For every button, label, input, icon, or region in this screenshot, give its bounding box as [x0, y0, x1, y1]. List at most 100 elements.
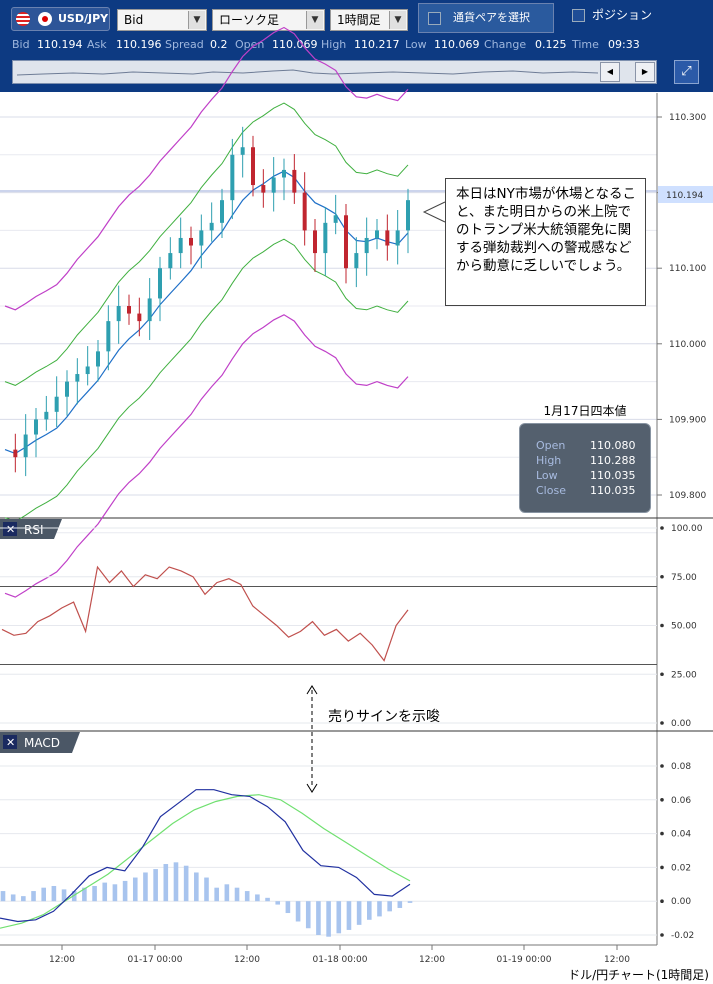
histogram-bar	[316, 901, 321, 935]
pair-selector[interactable]: USD/JPY	[11, 7, 110, 31]
chart-toolbar: USD/JPY Bid ▼ ローソク足 ▼ 1時間足 ▼ 通貨ペアを選択 ポジシ…	[0, 0, 713, 92]
histogram-bar	[285, 901, 291, 914]
rsi-axis-label: 75.00	[671, 573, 697, 583]
price-label: 110.300	[669, 113, 706, 123]
price-label: 109.800	[669, 491, 706, 501]
histogram-bar	[51, 885, 57, 902]
histogram-bar	[31, 891, 36, 902]
axis-dot	[660, 831, 664, 836]
macd-lines	[0, 789, 411, 929]
ohlc-row-high: High 110.288	[536, 454, 636, 467]
close-icon[interactable]	[3, 522, 17, 536]
histogram-bar	[194, 872, 199, 902]
axis-dot	[660, 899, 664, 903]
price-label: 109.900	[669, 415, 706, 425]
histogram-bar	[407, 901, 413, 903]
time-axis-label: 01-19 00:00	[497, 955, 552, 965]
lower-band-1	[4, 238, 409, 523]
change-label: Change	[484, 38, 527, 51]
spread-label: Spread	[165, 38, 204, 51]
histogram-bar	[214, 887, 219, 902]
histogram-bar	[82, 887, 87, 902]
callout-pointer	[422, 201, 446, 223]
rsi-line	[1, 565, 409, 662]
candle-body	[96, 351, 100, 367]
histogram-bar	[346, 901, 352, 930]
price-label: 110.100	[669, 264, 706, 274]
histogram-bar	[132, 877, 138, 902]
scroll-left-button[interactable]: ◀	[600, 62, 620, 82]
candle-body	[292, 169, 297, 193]
histogram-bar	[41, 887, 46, 902]
current-price-text: 110.194	[666, 191, 703, 201]
bollinger-bands	[4, 26, 409, 598]
histogram-bar	[153, 869, 158, 902]
open-value: 110.069	[272, 38, 318, 51]
candle-body	[75, 374, 80, 382]
select-pair-button[interactable]: 通貨ペアを選択	[418, 3, 554, 33]
axis-dot	[660, 623, 664, 628]
macd-header: ✕ MACD	[0, 732, 80, 753]
histogram-bar	[21, 896, 26, 902]
histogram-bar	[173, 862, 179, 902]
candle-body	[385, 230, 390, 246]
candle-body	[302, 192, 307, 231]
candle-body	[271, 177, 276, 193]
chevron-down-icon: ▼	[188, 11, 205, 29]
candle-body	[34, 419, 38, 435]
macd-axis-label: -0.02	[671, 931, 694, 941]
candle-body	[65, 381, 69, 397]
bid-value: 110.194	[37, 38, 83, 51]
macd-axis-label: 0.06	[671, 796, 691, 806]
pair-label: USD/JPY	[58, 12, 109, 25]
ohlc-row-close: Close 110.035	[536, 484, 636, 497]
chart-caption: ドル/円チャート(1時間足)	[568, 968, 709, 982]
svg-text:✕: ✕	[6, 736, 15, 749]
close-icon[interactable]	[3, 735, 17, 749]
ohlc-panel: Open 110.080 High 110.288 Low 110.035 Close…	[519, 423, 651, 513]
market-comment-callout: 本日はNY市場が休場となること、また明日からの米上院でのトランプ米大統領罷免に関…	[445, 178, 646, 306]
rsi-axis-label: 100.00	[671, 524, 703, 534]
histogram-bar	[397, 901, 403, 908]
candle-body	[230, 154, 235, 201]
high-value: 110.217	[354, 38, 400, 51]
moving-average	[4, 170, 409, 455]
histogram-bar	[112, 884, 118, 902]
candlesticks	[13, 126, 410, 477]
histogram-bar	[295, 901, 301, 922]
candle-body	[364, 237, 369, 254]
timeframe-select[interactable]: 1時間足 ▼	[330, 9, 408, 31]
candle-body	[127, 306, 131, 314]
time-value: 09:33	[608, 38, 640, 51]
chevron-down-icon: ▼	[389, 11, 406, 29]
histogram-bar	[163, 864, 169, 902]
candle-body	[178, 237, 183, 254]
price-type-select[interactable]: Bid ▼	[117, 9, 207, 31]
expand-icon[interactable]: ⤢	[674, 60, 699, 84]
scroll-right-button[interactable]: ▶	[635, 62, 655, 82]
candle-body	[199, 230, 204, 246]
chart-type-select[interactable]: ローソク足 ▼	[212, 9, 325, 31]
candle-body	[13, 449, 18, 458]
rsi-axis-label: 25.00	[671, 670, 697, 680]
time-axis-label: 12:00	[604, 955, 630, 965]
time-axis-labels: 12:00 01-17 00:00 12:00 01-18 00:00 12:00 01-…	[49, 945, 630, 965]
chart-navigator[interactable]: ◀ ▶	[12, 60, 657, 84]
histogram-bar	[336, 901, 342, 934]
price-type-value: Bid	[124, 13, 144, 27]
position-checkbox[interactable]	[572, 9, 585, 22]
upper-band-2	[4, 26, 409, 311]
rsi-axis-labels: 100.00 75.00 50.00 25.00 0.00	[660, 524, 703, 729]
histogram-bar	[255, 894, 260, 902]
histogram-bar	[204, 877, 209, 902]
candle-body	[406, 200, 410, 231]
low-value: 110.069	[434, 38, 480, 51]
sell-signal-note: 売りサインを示唆	[328, 709, 440, 725]
candle-body	[116, 306, 121, 322]
histogram-bar	[0, 891, 6, 902]
time-axis-label: 01-18 00:00	[313, 955, 368, 965]
axis-dot	[660, 764, 664, 768]
price-label: 110.000	[669, 340, 706, 350]
histogram-bar	[183, 865, 189, 902]
candle-body	[147, 298, 152, 322]
